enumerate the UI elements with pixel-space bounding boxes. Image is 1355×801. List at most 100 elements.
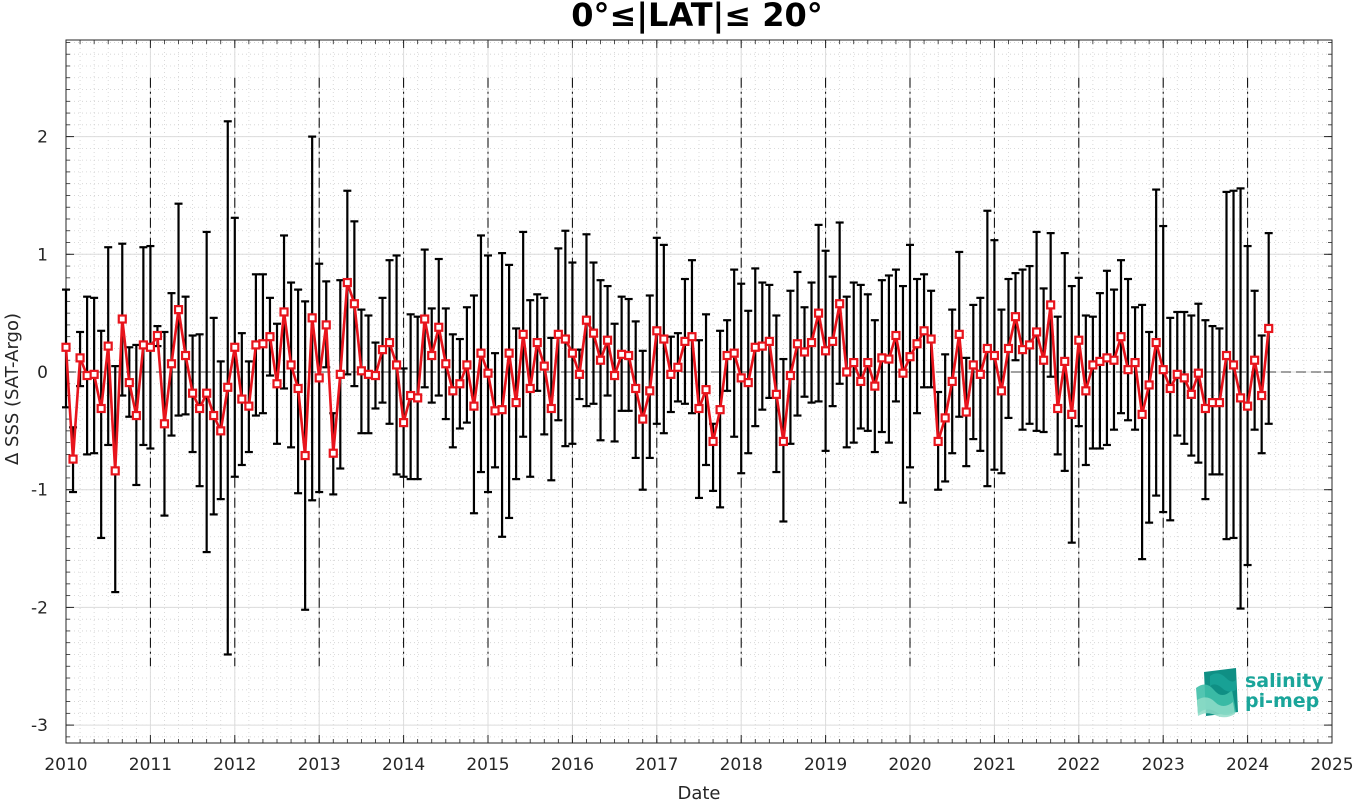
data-point-marker bbox=[152, 330, 163, 341]
data-point-marker bbox=[820, 346, 831, 356]
x-tick-label: 2021 bbox=[973, 755, 1016, 775]
data-point-marker bbox=[427, 350, 437, 361]
data-point-marker bbox=[926, 334, 936, 344]
data-point-marker bbox=[1193, 368, 1203, 378]
x-tick-label: 2018 bbox=[720, 755, 763, 775]
data-point-marker bbox=[989, 350, 1000, 361]
data-point-marker bbox=[279, 307, 289, 317]
x-tick-label: 2011 bbox=[129, 755, 172, 775]
data-point-marker bbox=[469, 401, 479, 411]
plot-area: 2010 2011 2012 2013 2014 2015 2016 2017 2018 2019… bbox=[31, 39, 1354, 775]
data-point-marker bbox=[230, 342, 240, 352]
y-tick-label: -3 bbox=[31, 716, 48, 736]
data-point-marker bbox=[1250, 355, 1260, 365]
data-point-marker bbox=[708, 436, 718, 447]
data-point-marker bbox=[884, 354, 894, 364]
data-point-marker bbox=[567, 348, 578, 358]
data-point-marker bbox=[145, 342, 155, 352]
data-point-marker bbox=[342, 277, 352, 288]
data-point-marker bbox=[441, 359, 451, 369]
data-point-marker bbox=[574, 369, 585, 379]
data-point-marker bbox=[736, 373, 746, 383]
data-point-marker bbox=[701, 385, 711, 395]
data-point-marker bbox=[1010, 312, 1021, 322]
data-point-marker bbox=[1074, 335, 1084, 345]
data-point-marker bbox=[532, 337, 542, 348]
data-point-marker bbox=[188, 388, 198, 398]
data-point-marker bbox=[785, 370, 796, 381]
data-point-marker bbox=[813, 308, 824, 318]
data-point-marker bbox=[258, 339, 268, 349]
data-point-marker bbox=[61, 342, 71, 352]
data-point-marker bbox=[652, 326, 662, 336]
data-point-marker bbox=[602, 335, 613, 345]
data-point-marker bbox=[483, 368, 493, 378]
data-point-marker bbox=[1221, 350, 1232, 361]
data-point-marker bbox=[209, 410, 219, 421]
data-point-marker bbox=[1109, 355, 1119, 365]
data-point-marker bbox=[223, 382, 233, 392]
data-point-marker bbox=[1264, 323, 1274, 334]
data-point-marker bbox=[842, 367, 852, 377]
salinity-pi-mep-logo: salinity pi-mep bbox=[1196, 668, 1324, 718]
data-point-marker bbox=[497, 405, 507, 415]
data-point-marker bbox=[588, 328, 599, 338]
data-point-marker bbox=[504, 348, 514, 358]
data-point-marker bbox=[117, 314, 127, 324]
data-point-marker bbox=[272, 379, 282, 389]
data-point-marker bbox=[1123, 365, 1133, 375]
x-tick-label: 2017 bbox=[635, 755, 678, 775]
data-point-marker bbox=[1017, 345, 1028, 355]
data-point-marker bbox=[216, 426, 226, 436]
logo-text-pi-mep: pi-mep bbox=[1245, 690, 1319, 712]
data-point-marker bbox=[1151, 337, 1161, 348]
data-point-marker bbox=[1186, 389, 1196, 399]
y-tick-label: 2 bbox=[37, 128, 48, 148]
data-point-marker bbox=[764, 336, 774, 346]
data-point-marker bbox=[462, 360, 472, 370]
data-point-marker bbox=[1039, 355, 1049, 365]
data-point-marker bbox=[687, 332, 697, 342]
x-tick-label: 2013 bbox=[298, 755, 341, 775]
x-tick-label: 2023 bbox=[1142, 755, 1185, 775]
data-point-marker bbox=[321, 320, 331, 330]
data-point-marker bbox=[525, 383, 535, 394]
data-point-marker bbox=[265, 332, 275, 342]
data-point-marker bbox=[180, 350, 191, 361]
data-point-marker bbox=[539, 361, 549, 371]
data-point-marker bbox=[1228, 360, 1239, 370]
data-point-marker bbox=[1053, 403, 1063, 414]
data-point-marker bbox=[905, 352, 915, 362]
data-point-marker bbox=[828, 336, 838, 346]
x-tick-label: 2012 bbox=[213, 755, 256, 775]
data-point-marker bbox=[947, 376, 957, 387]
data-point-marker bbox=[370, 370, 381, 381]
x-tick-label: 2014 bbox=[382, 755, 425, 775]
data-point-marker bbox=[553, 329, 563, 339]
x-tick-label: 2025 bbox=[1310, 755, 1353, 775]
data-point-marker bbox=[933, 436, 943, 447]
data-point-marker bbox=[307, 313, 317, 323]
chart-title: 0°≤|LAT|≤ 20° bbox=[571, 0, 822, 35]
data-point-marker bbox=[546, 403, 556, 414]
data-point-marker bbox=[954, 329, 964, 339]
data-point-marker bbox=[1031, 327, 1042, 337]
wave-logo-icon bbox=[1196, 668, 1238, 718]
data-point-marker bbox=[771, 389, 781, 399]
data-point-marker bbox=[448, 386, 458, 396]
data-point-marker bbox=[349, 299, 359, 309]
data-point-marker bbox=[1235, 393, 1246, 403]
data-point-marker bbox=[1137, 409, 1147, 419]
data-point-marker bbox=[961, 407, 971, 417]
data-point-marker bbox=[413, 393, 423, 403]
data-point-marker bbox=[202, 388, 212, 398]
data-point-marker bbox=[863, 357, 873, 368]
data-point-marker bbox=[729, 348, 739, 358]
data-point-marker bbox=[131, 410, 141, 421]
x-tick-label: 2020 bbox=[888, 755, 931, 775]
data-point-marker bbox=[581, 315, 592, 325]
data-point-marker bbox=[89, 369, 99, 379]
data-point-marker bbox=[1067, 409, 1077, 419]
y-tick-label: -1 bbox=[31, 481, 48, 501]
data-point-marker bbox=[75, 353, 85, 363]
